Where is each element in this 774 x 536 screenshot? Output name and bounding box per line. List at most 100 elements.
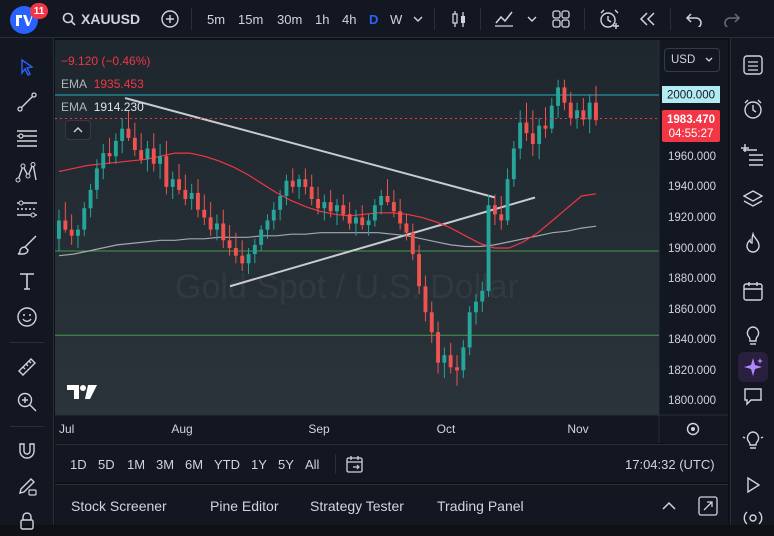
broadcast-button[interactable] — [738, 503, 768, 533]
timeframe-dropdown[interactable] — [413, 0, 423, 38]
candle-body — [170, 179, 175, 187]
chart-legend: −9.120 (−0.46%) EMA 1935.453 EMA 1914.23… — [61, 50, 150, 119]
timeframe-d[interactable]: D — [369, 11, 379, 27]
candle-body — [233, 248, 238, 256]
candle-body — [379, 196, 384, 206]
chat-button[interactable] — [738, 381, 768, 411]
date-range-bar: 1D 5D 1M 3M 6M YTD 1Y 5Y All 17:04:32 (U… — [55, 444, 728, 482]
indicators-dropdown[interactable] — [527, 0, 537, 38]
chart-type-button[interactable] — [450, 0, 468, 38]
currency-selector[interactable]: USD — [664, 48, 720, 72]
timeframe-30m[interactable]: 30m — [277, 11, 303, 27]
range-6m[interactable]: 6M — [185, 456, 204, 472]
layouts-button[interactable] — [551, 0, 571, 38]
candle-body — [57, 220, 61, 239]
compare-symbol-button[interactable] — [160, 0, 180, 38]
range-5d[interactable]: 5D — [98, 456, 115, 472]
brush-tool[interactable] — [12, 230, 42, 260]
lock-all-tool[interactable] — [12, 506, 42, 536]
sparkle-icon — [744, 358, 763, 376]
ema-slow-label: EMA — [61, 100, 87, 114]
cursor-tool[interactable] — [12, 52, 42, 82]
collapse-legend-button[interactable] — [65, 120, 91, 140]
trendlines[interactable] — [124, 97, 536, 288]
tab-stock-screener[interactable]: Stock Screener — [71, 497, 167, 514]
range-1m[interactable]: 1M — [127, 456, 146, 472]
price-tick: 1800.000 — [668, 395, 716, 407]
go-to-date-button[interactable] — [345, 445, 365, 483]
magnet-tool[interactable] — [12, 436, 42, 466]
alert-button[interactable] — [598, 0, 620, 38]
candle-body — [120, 128, 125, 141]
currency-value: USD — [671, 54, 696, 66]
chart-pane[interactable]: Gold Spot / U.S. Dollar 1960.000 1940.00… — [55, 40, 728, 443]
candle-body — [69, 229, 74, 236]
candle-body — [398, 211, 403, 224]
candle-body — [486, 205, 491, 291]
zoom-tool[interactable] — [12, 387, 42, 417]
icon-tool[interactable] — [12, 302, 42, 332]
calendar-button[interactable] — [738, 276, 768, 306]
candle-body — [265, 220, 270, 230]
replay-button[interactable] — [638, 0, 658, 38]
redo-button[interactable] — [723, 0, 741, 38]
object-tree-button[interactable] — [738, 140, 768, 170]
ema-fast-row[interactable]: EMA 1935.453 — [61, 73, 150, 96]
lock-drawings-tool[interactable] — [12, 471, 42, 501]
chevron-down-icon — [527, 16, 537, 22]
maximize-panel-button[interactable] — [697, 485, 719, 526]
scale-settings-button[interactable] — [686, 422, 700, 436]
symbol-search[interactable]: XAUUSD — [62, 0, 140, 38]
text-tool[interactable] — [12, 266, 42, 296]
timeframe-15m[interactable]: 15m — [238, 11, 264, 27]
alerts-button[interactable] — [738, 94, 768, 124]
ai-assistant-button[interactable] — [738, 352, 768, 382]
range-1y[interactable]: 1Y — [251, 456, 267, 472]
last-price-label: 1983.470 — [667, 114, 715, 126]
timeframe-4h[interactable]: 4h — [342, 11, 357, 27]
candle-body — [278, 196, 283, 210]
range-all[interactable]: All — [305, 456, 320, 472]
tv-logo-icon — [67, 385, 97, 399]
symbol-name: XAUUSD — [81, 11, 141, 27]
candle-body — [493, 205, 497, 215]
undo-button[interactable] — [685, 0, 703, 38]
timeframe-1h[interactable]: 1h — [315, 11, 330, 27]
utc-clock[interactable]: 17:04:32 (UTC) — [625, 456, 715, 472]
timeframe-w[interactable]: W — [390, 11, 403, 27]
candle-body — [101, 153, 106, 169]
ema-slow-value: 1914.230 — [93, 100, 144, 114]
forecast-tool[interactable] — [12, 194, 42, 224]
tradingview-logo[interactable] — [67, 383, 99, 406]
range-5y[interactable]: 5Y — [278, 456, 294, 472]
range-3m[interactable]: 3M — [156, 456, 175, 472]
watchlist-button[interactable] — [738, 50, 768, 80]
search-icon — [62, 12, 76, 26]
timeframe-5m[interactable]: 5m — [207, 11, 226, 27]
pattern-tool[interactable] — [12, 158, 42, 188]
ema-slow-row[interactable]: EMA 1914.230 — [61, 96, 150, 119]
tab-trading-panel[interactable]: Trading Panel — [437, 497, 524, 514]
indicators-button[interactable] — [493, 0, 515, 38]
trendline-tool[interactable] — [12, 87, 42, 117]
candle-body — [467, 312, 472, 348]
hotlists-button[interactable] — [738, 228, 768, 258]
level-price-label-bg — [662, 86, 720, 103]
tab-strategy-tester[interactable]: Strategy Tester — [310, 497, 404, 514]
expand-panel-button[interactable] — [661, 485, 677, 526]
chat-bubble-icon — [744, 388, 762, 406]
layers-button[interactable] — [738, 184, 768, 214]
tab-pine-editor[interactable]: Pine Editor — [210, 497, 279, 514]
ideas-button[interactable] — [738, 321, 768, 351]
candle-body — [429, 312, 434, 333]
candle-body — [575, 110, 579, 118]
candle-body — [316, 199, 320, 209]
range-ytd[interactable]: YTD — [214, 456, 240, 472]
price-scale[interactable]: 1960.000 1940.000 1920.000 1900.000 1880… — [668, 151, 716, 407]
play-button[interactable] — [738, 470, 768, 500]
range-1d[interactable]: 1D — [70, 456, 87, 472]
help-button[interactable] — [738, 425, 768, 455]
price-chart[interactable]: Gold Spot / U.S. Dollar 1960.000 1940.00… — [55, 40, 728, 443]
fib-tool[interactable] — [12, 123, 42, 153]
measure-tool[interactable] — [12, 352, 42, 382]
